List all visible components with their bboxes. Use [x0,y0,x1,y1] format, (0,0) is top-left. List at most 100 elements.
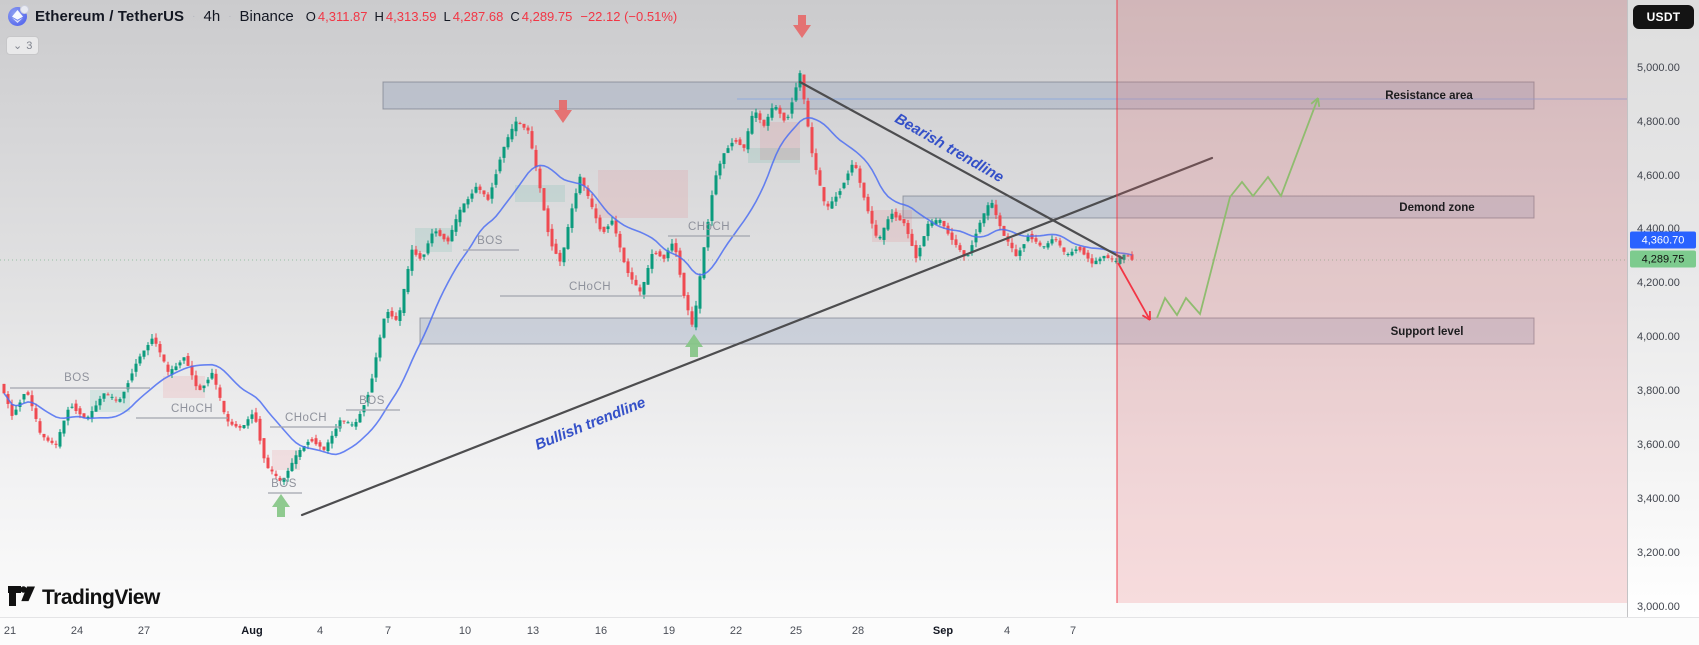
candle-body [714,175,718,195]
candle-body [1078,246,1082,251]
symbol-name[interactable]: Ethereum / TetherUS [35,8,185,25]
candle-body [1058,240,1062,246]
candle-body [798,73,802,88]
candle-body [258,418,262,441]
candle-body [1034,238,1038,242]
candle-body [86,416,90,419]
structure-label-choch: CHoCH [569,281,611,293]
candle-body [706,221,710,248]
candle-body [346,422,350,424]
candle-body [810,127,814,154]
candle-body [54,443,58,445]
candle-body [710,195,714,221]
candle-body [386,311,390,319]
candle-body [722,153,726,165]
candle-body [1002,225,1006,236]
candle-body [962,250,966,257]
candle-body [674,243,678,253]
time-tick-label: 16 [594,625,608,637]
candle-body [46,437,50,441]
indicators-collapsed-pill[interactable]: ⌄ 3 [6,36,40,55]
order-block [598,170,688,218]
candle-body [262,438,266,459]
time-tick-label: 22 [729,625,743,637]
candle-body [270,469,274,472]
candle-body [122,391,126,399]
candle-body [230,421,234,425]
candle-body [1122,254,1126,260]
time-tick-label: 24 [70,625,84,637]
candle-body [838,191,842,195]
candle-body [602,226,606,232]
forecast-up-path-head [1310,97,1319,105]
interval-label[interactable]: 4h [203,8,221,25]
candle-body [638,287,642,292]
candle-body [406,269,410,293]
candle-body [842,182,846,189]
ohlc-value: 4,311.87 [317,9,368,24]
candle-body [598,217,602,230]
forecast-down-arrow-head [1141,314,1151,321]
candle-body [998,215,1002,227]
candle-body [90,411,94,419]
ohlc-key: L [443,9,451,24]
candle-body [58,432,62,447]
candle-body [1046,243,1050,248]
chart-canvas[interactable]: BOS CHoCH CHoCH BOS BOS BOS CHoCH CHoCH Resistan… [0,0,1627,617]
candle-body [430,233,434,244]
candle-body [678,250,682,275]
candle-body [302,445,306,451]
candle-body [574,193,578,209]
candle-body [982,213,986,224]
candle-body [578,176,582,194]
candle-body [846,173,850,181]
candle-body [470,193,474,199]
candle-body [898,215,902,221]
exchange-label[interactable]: Binance [239,8,294,25]
forecast-down-arrow [1117,262,1151,321]
candle-body [322,446,326,450]
candle-body [410,249,414,271]
candle-body [190,365,194,376]
candles [2,70,1134,486]
time-tick-label: 21 [3,625,17,637]
candle-body [34,408,38,419]
ethereum-logo-icon[interactable] [8,5,29,26]
candle-body [26,392,30,395]
band-label: Resistance area [1385,90,1473,102]
candle-body [374,357,378,378]
currency-unit-badge[interactable]: USDT [1633,5,1694,29]
price-axis[interactable]: USDT 5,000.00 4,800.00 4,600.00 4,400.00 4,2… [1627,0,1699,617]
buy-signal-arrow-icon [685,334,703,357]
candle-body [174,366,178,371]
candle-body [806,100,810,127]
candle-body [142,350,146,357]
candle-body [742,144,746,148]
candle-body [250,414,254,419]
tradingview-watermark[interactable]: TradingView [8,586,160,610]
candle-body [2,383,6,394]
candle-body [202,385,206,389]
candle-body [294,455,298,465]
candle-body [586,188,590,196]
candlestick-chart[interactable]: BOS CHoCH CHoCH BOS BOS BOS CHoCH CHoCH Resistan… [0,0,1627,617]
candle-body [662,254,666,259]
candle-body [62,420,66,434]
ohlc-key: O [305,9,316,24]
candle-body [1114,260,1118,262]
candle-body [686,295,690,311]
candle-body [830,201,834,209]
candle-body [614,220,618,234]
candle-body [10,404,14,416]
candle-body [926,223,930,237]
band-resistance-area [382,81,1535,110]
candle-body [1126,255,1130,257]
candle-body [562,247,566,263]
time-tick-label: Aug [241,625,263,637]
candle-body [794,87,798,101]
candle-body [570,208,574,228]
candle-body [774,107,778,110]
time-axis[interactable]: 21 24 27 Aug 4 7 10 13 16 19 22 25 28 Sep 4 7 [0,617,1699,645]
time-tick-label: 4 [316,625,324,637]
